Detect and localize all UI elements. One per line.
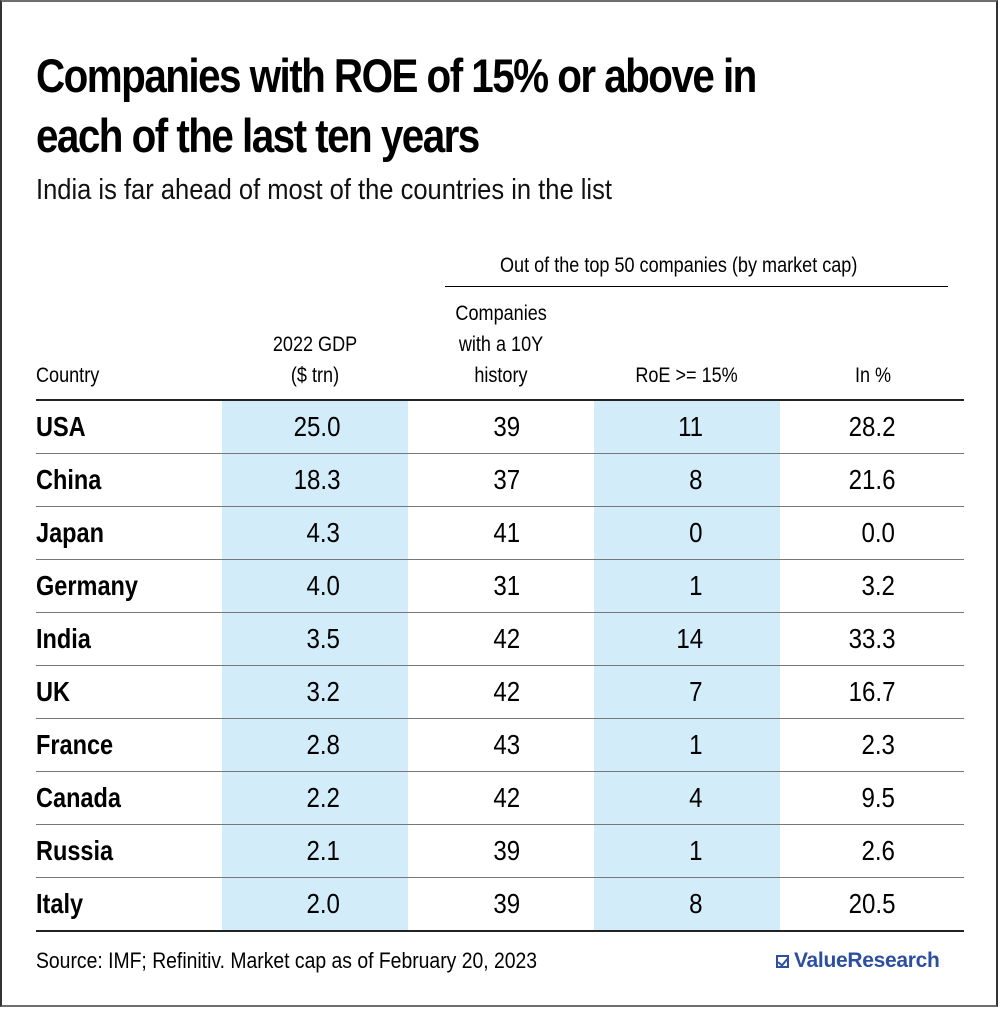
gdp-cell: 2.8 — [306, 729, 340, 760]
history-cell: 37 — [493, 464, 520, 495]
header-history: Companies with a 10Y history — [455, 302, 547, 387]
roe-cell: 11 — [677, 411, 703, 442]
history-cell: 31 — [493, 570, 520, 601]
history-cell: 39 — [493, 888, 520, 919]
row-divider — [36, 877, 964, 878]
title-line-2: each of the last ten years — [36, 109, 480, 162]
header-country: Country — [36, 364, 100, 387]
row-divider — [36, 559, 964, 560]
title-line-1: Companies with ROE of 15% or above in — [36, 49, 757, 102]
roe-cell: 7 — [689, 676, 703, 707]
pct-cell: 16.7 — [848, 676, 895, 707]
gdp-cell: 4.3 — [306, 517, 340, 548]
pct-cell: 2.3 — [861, 729, 895, 760]
brand-name: ValueResearch — [794, 949, 940, 972]
row-divider — [36, 718, 964, 719]
table-row: UK 3.2 42 7 16.7 — [36, 666, 964, 719]
history-cell: 42 — [493, 782, 520, 813]
table-row: Japan 4.3 41 0 0.0 — [36, 507, 964, 560]
history-cell: 39 — [493, 411, 520, 442]
roe-cell: 8 — [689, 464, 703, 495]
country-cell: China — [36, 464, 102, 495]
history-cell: 39 — [493, 835, 520, 866]
roe-cell: 0 — [689, 517, 703, 548]
table-row: Canada 2.2 42 4 9.5 — [36, 772, 964, 825]
roe-cell: 1 — [689, 570, 703, 601]
group-header: Out of the top 50 companies (by market c… — [500, 254, 858, 277]
history-cell: 42 — [493, 676, 520, 707]
roe-cell: 14 — [676, 623, 703, 654]
chart-subtitle: India is far ahead of most of the countr… — [36, 174, 612, 206]
gdp-cell: 25.0 — [293, 411, 340, 442]
row-divider — [36, 824, 964, 825]
country-cell: UK — [36, 676, 70, 707]
pct-cell: 21.6 — [848, 464, 895, 495]
table-row: Italy 2.0 39 8 20.5 — [36, 878, 964, 931]
row-divider — [36, 453, 964, 454]
country-cell: Canada — [36, 782, 121, 813]
checkbox-logo-icon — [776, 955, 789, 968]
country-cell: France — [36, 729, 114, 760]
pct-cell: 33.3 — [848, 623, 895, 654]
history-cell: 43 — [493, 729, 520, 760]
gdp-cell: 2.1 — [306, 835, 340, 866]
table-top-rule — [36, 399, 964, 401]
roe-cell: 1 — [689, 835, 703, 866]
roe-cell: 8 — [689, 888, 703, 919]
gdp-cell: 3.5 — [306, 623, 340, 654]
country-cell: Japan — [36, 517, 104, 548]
table-row: Russia 2.1 39 1 2.6 — [36, 825, 964, 878]
roe-cell: 1 — [689, 729, 703, 760]
country-cell: Italy — [36, 888, 84, 919]
history-cell: 41 — [493, 517, 520, 548]
pct-cell: 28.2 — [848, 411, 895, 442]
header-pct: In % — [854, 364, 892, 387]
gdp-cell: 2.2 — [306, 782, 340, 813]
country-cell: USA — [36, 411, 86, 442]
gdp-cell: 2.0 — [306, 888, 340, 919]
gdp-cell: 18.3 — [293, 464, 340, 495]
row-divider — [36, 612, 964, 613]
header-gdp: 2022 GDP ($ trn) — [272, 333, 358, 387]
table-row: France 2.8 43 1 2.3 — [36, 719, 964, 772]
pct-cell: 20.5 — [848, 888, 895, 919]
row-divider — [36, 665, 964, 666]
pct-cell: 3.2 — [861, 570, 895, 601]
gdp-cell: 3.2 — [306, 676, 340, 707]
roe-column-highlight — [594, 401, 780, 932]
gdp-cell: 4.0 — [306, 570, 340, 601]
header-roe: RoE >= 15% — [635, 364, 739, 387]
history-cell: 42 — [493, 623, 520, 654]
pct-cell: 0.0 — [861, 517, 895, 548]
country-cell: India — [36, 623, 91, 654]
table-bottom-rule — [36, 930, 964, 932]
pct-cell: 9.5 — [861, 782, 895, 813]
row-divider — [36, 771, 964, 772]
table-row: USA 25.0 39 11 28.2 — [36, 401, 964, 454]
pct-cell: 2.6 — [861, 835, 895, 866]
country-cell: Germany — [36, 570, 138, 601]
brand-logo: ValueResearch — [776, 949, 940, 973]
roe-cell: 4 — [689, 782, 703, 813]
country-cell: Russia — [36, 835, 114, 866]
group-header-rule — [445, 286, 948, 287]
source-note: Source: IMF; Refinitiv. Market cap as of… — [36, 948, 538, 973]
gdp-column-highlight — [222, 401, 408, 932]
table-row: Germany 4.0 31 1 3.2 — [36, 560, 964, 613]
table-row: China 18.3 37 8 21.6 — [36, 454, 964, 507]
row-divider — [36, 506, 964, 507]
chart-title: Companies with ROE of 15% or above in ea… — [36, 46, 844, 166]
table-row: India 3.5 42 14 33.3 — [36, 613, 964, 666]
